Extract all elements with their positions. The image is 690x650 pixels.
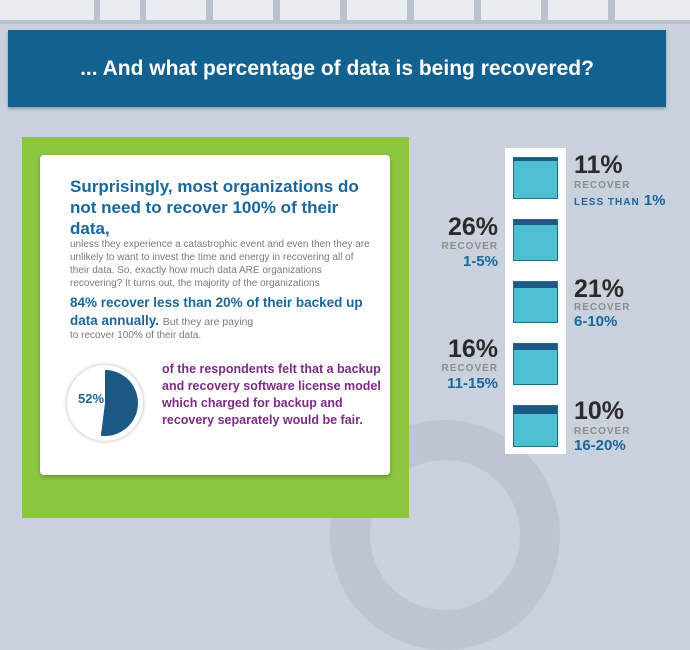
header-tile bbox=[213, 0, 273, 20]
survey-text: of the respondents felt that a backup an… bbox=[162, 362, 381, 427]
header-tile bbox=[146, 0, 206, 20]
glass-fill bbox=[514, 158, 557, 161]
recovery-range: 16-20% bbox=[574, 437, 626, 454]
key-statistic: 84% recover less than 20% of their backe… bbox=[70, 294, 380, 330]
pie-slice bbox=[100, 370, 138, 436]
recover-label: RECOVER bbox=[574, 426, 631, 437]
header-tile bbox=[100, 0, 140, 20]
recovery-glass bbox=[513, 157, 558, 199]
recovery-range: 1-5% bbox=[462, 253, 498, 270]
recovery-glass bbox=[513, 281, 558, 323]
header-tile bbox=[548, 0, 608, 20]
recovery-percent: 26% bbox=[447, 213, 498, 241]
glass-fill bbox=[514, 406, 557, 414]
header-tile bbox=[414, 0, 474, 20]
recovery-percent: 11% bbox=[574, 151, 623, 179]
recovery-range-prefix: LESS THAN bbox=[574, 197, 640, 208]
recovery-percent: 21% bbox=[574, 275, 625, 303]
header-tile bbox=[0, 0, 94, 20]
key-statistic-text: 84% recover less than 20% of their backe… bbox=[70, 295, 363, 328]
key-statistic-lead: But they are paying bbox=[162, 316, 254, 328]
header-tile bbox=[615, 0, 690, 20]
card-paragraph: unless they experience a catastrophic ev… bbox=[70, 239, 370, 289]
recovery-range: LESS THAN 1% bbox=[574, 192, 666, 209]
pie-label: 52% bbox=[77, 391, 105, 406]
recover-label: RECOVER bbox=[441, 241, 498, 252]
recovery-glass bbox=[513, 405, 558, 447]
card-headline: Surprisingly, most organizations do not … bbox=[70, 177, 359, 238]
pie-chart: 52% bbox=[67, 365, 143, 441]
recovery-range: 6-10% bbox=[574, 313, 618, 330]
recovery-glass bbox=[513, 219, 558, 261]
recovery-range: 11-15% bbox=[447, 375, 498, 392]
recovery-range-value: 1% bbox=[643, 192, 666, 209]
section-banner: ... And what percentage of data is being… bbox=[8, 30, 666, 107]
header-tile bbox=[481, 0, 541, 20]
glass-fill bbox=[514, 344, 557, 350]
pie-graphic bbox=[72, 370, 138, 436]
recover-label: RECOVER bbox=[574, 302, 631, 313]
recovery-glass bbox=[513, 343, 558, 385]
top-strip bbox=[0, 0, 690, 24]
recover-label: RECOVER bbox=[574, 180, 631, 191]
card-paragraph-tail: to recover 100% of their data. bbox=[70, 330, 202, 341]
header-tile bbox=[347, 0, 407, 20]
glass-fill bbox=[514, 282, 557, 288]
section-title: ... And what percentage of data is being… bbox=[80, 57, 594, 80]
recovery-percent: 16% bbox=[447, 335, 498, 363]
glass-fill bbox=[514, 220, 557, 225]
recover-label: RECOVER bbox=[441, 363, 498, 374]
recovery-percent: 10% bbox=[574, 397, 625, 425]
header-tile bbox=[280, 0, 340, 20]
